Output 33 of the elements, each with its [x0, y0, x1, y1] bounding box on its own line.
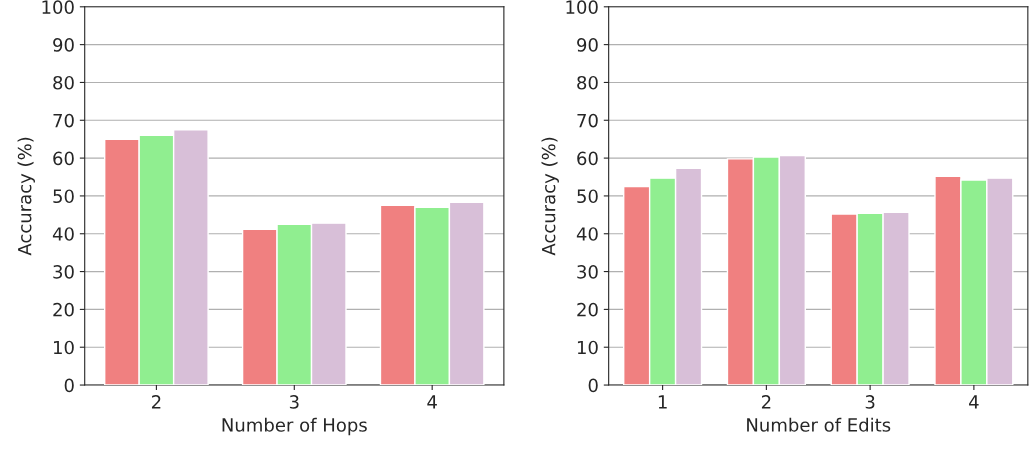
y-tick-label: 40 [576, 227, 598, 241]
y-tick-label: 20 [53, 302, 74, 317]
y-tick-label: 50 [577, 189, 598, 204]
y-tick-label: 10 [53, 340, 74, 355]
x-tick-label: 4 [969, 395, 979, 409]
y-tick-label: 80 [53, 75, 74, 90]
y-tick-label: 60 [53, 151, 74, 166]
x-axis-title: Number of Hops [222, 417, 367, 436]
y-tick-label: 40 [52, 227, 74, 241]
x-tick-label: 3 [289, 395, 299, 409]
y-axis-title: Accuracy (%) [541, 137, 559, 256]
y-tick-label: 60 [577, 151, 598, 166]
x-tick-label: 2 [151, 395, 161, 409]
y-tick-label: 50 [53, 189, 74, 204]
y-tick-label: 90 [53, 38, 74, 52]
y-tick-label: 90 [577, 38, 598, 52]
y-tick-label: 70 [53, 113, 74, 128]
x-tick-label: 1 [658, 395, 667, 409]
y-tick-label: 30 [53, 265, 74, 279]
y-tick-label: 10 [577, 340, 598, 355]
y-tick-label: 100 [566, 0, 598, 14]
y-tick-label: 0 [64, 378, 74, 393]
y-tick-label: 70 [577, 113, 598, 128]
y-axis-title: Accuracy (%) [17, 137, 35, 256]
y-tick-label: 0 [588, 378, 598, 393]
x-tick-label: 2 [761, 395, 771, 409]
y-tick-label: 30 [577, 265, 598, 279]
y-tick-label: 100 [42, 0, 74, 14]
x-tick-label: 4 [427, 395, 437, 409]
y-tick-label: 80 [577, 75, 598, 90]
y-tick-label: 20 [577, 302, 598, 317]
x-tick-label: 3 [865, 395, 875, 409]
x-axis-title: Number of Edits [747, 417, 891, 432]
